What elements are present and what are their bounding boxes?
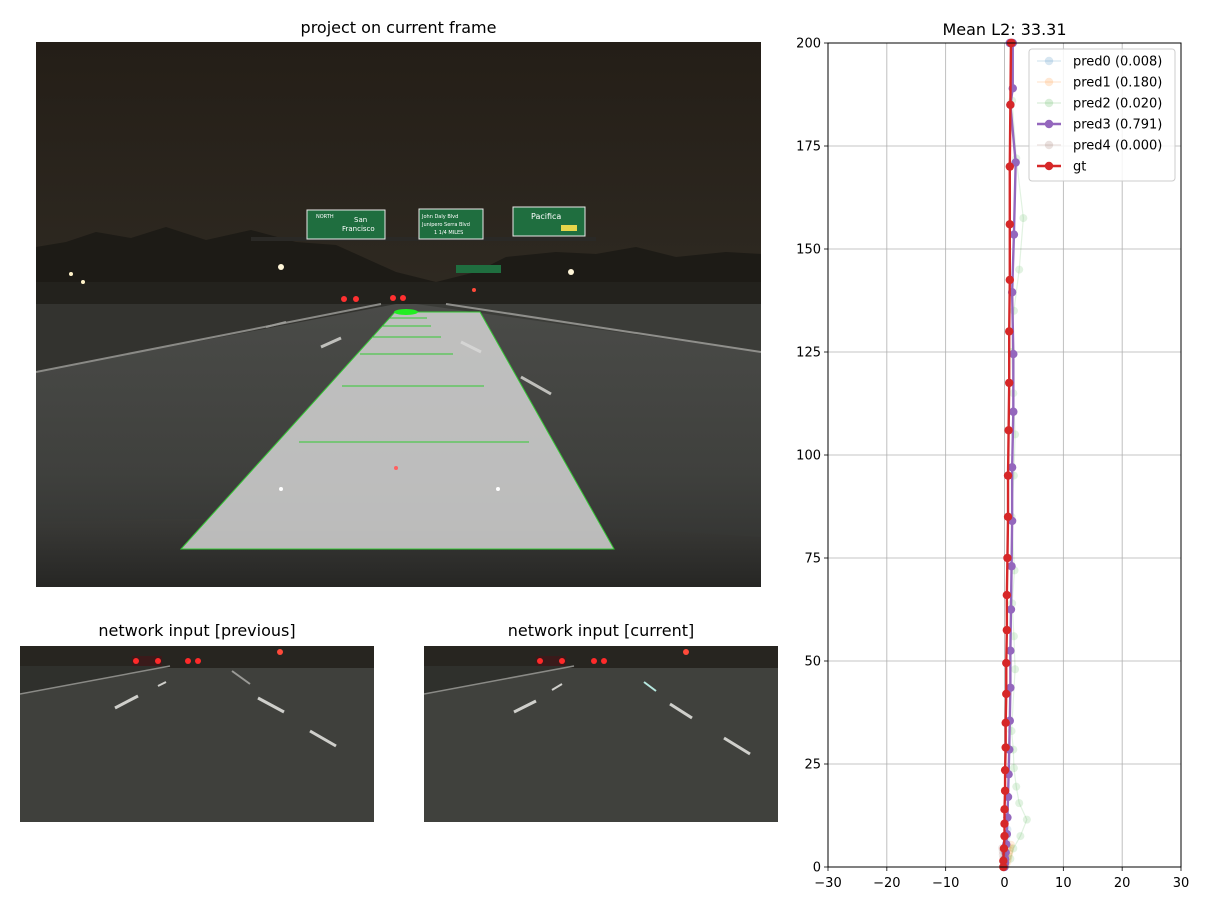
data-point xyxy=(1000,786,1010,795)
data-point xyxy=(1009,230,1019,239)
data-point xyxy=(1002,658,1011,668)
main-view-title: project on current frame xyxy=(300,18,497,37)
data-point xyxy=(1001,718,1010,727)
data-point xyxy=(1015,265,1024,274)
highway-sign-middle: John Daly Blvd Junipero Serra Blvd 1 1/4… xyxy=(418,208,484,240)
data-point xyxy=(1000,765,1010,775)
data-point xyxy=(1009,306,1018,315)
data-point xyxy=(1015,799,1024,808)
main-camera-frame: NORTH San Francisco John Daly Blvd Junip… xyxy=(36,42,761,587)
data-point xyxy=(1002,689,1011,699)
svg-text:Pacifica: Pacifica xyxy=(531,212,561,221)
y-tick-label: 0 xyxy=(813,861,821,876)
legend-label: gt xyxy=(1073,160,1086,175)
data-point xyxy=(1001,743,1010,752)
y-tick-label: 125 xyxy=(796,346,821,361)
trajectory-chart: −30 −20 −10 0 10 20 30 0 25 50 75 100 125 150 175 200 Me… xyxy=(796,20,1190,891)
data-point xyxy=(1016,832,1025,841)
data-point xyxy=(1002,590,1012,600)
data-point xyxy=(1005,327,1014,336)
legend-marker xyxy=(1044,161,1054,171)
data-point xyxy=(1012,782,1021,791)
legend-label: pred4 (0.000) xyxy=(1073,139,1162,154)
x-tick-label: −10 xyxy=(932,876,959,891)
highway-sign-left: NORTH San Francisco xyxy=(306,209,386,240)
data-point xyxy=(1009,349,1018,359)
data-point xyxy=(1011,158,1020,167)
svg-text:San: San xyxy=(354,216,367,224)
data-point xyxy=(1009,844,1018,853)
y-tick-label: 175 xyxy=(796,140,821,155)
data-point xyxy=(1000,831,1009,841)
data-point xyxy=(1007,463,1017,472)
data-point xyxy=(1000,805,1009,814)
legend-box xyxy=(1028,48,1176,182)
data-point xyxy=(1006,100,1015,110)
legend-marker xyxy=(1044,56,1054,66)
highway-sign-right: Pacifica xyxy=(512,206,586,237)
data-point xyxy=(1003,471,1013,480)
data-point xyxy=(1022,815,1031,824)
svg-text:John Daly Blvd: John Daly Blvd xyxy=(421,214,458,220)
plot-frame xyxy=(827,42,1182,868)
legend-marker xyxy=(1044,119,1054,129)
legend-marker xyxy=(1044,77,1054,87)
network-input-current xyxy=(424,646,778,822)
x-tick-label: 10 xyxy=(1055,876,1072,891)
x-tick-label: 30 xyxy=(1173,876,1190,891)
data-point xyxy=(1003,553,1012,563)
legend-label: pred1 (0.180) xyxy=(1073,76,1162,91)
y-tick-label: 50 xyxy=(804,655,821,670)
x-tick-label: −30 xyxy=(814,876,841,891)
chart-title: Mean L2: 33.31 xyxy=(942,20,1066,39)
data-point xyxy=(1005,162,1014,171)
data-point xyxy=(1009,764,1018,773)
series-group xyxy=(998,38,1031,872)
data-point xyxy=(1009,632,1018,641)
data-point xyxy=(1007,562,1016,571)
network-input-previous xyxy=(20,646,374,822)
svg-text:Junipero Serra Blvd: Junipero Serra Blvd xyxy=(421,222,470,228)
svg-text:1 1/4 MILES: 1 1/4 MILES xyxy=(434,230,463,236)
data-point xyxy=(1006,646,1015,655)
x-tick-label: 0 xyxy=(1000,876,1008,891)
legend-marker xyxy=(1044,98,1054,108)
data-point xyxy=(1002,625,1012,635)
data-point xyxy=(1005,378,1014,388)
data-point xyxy=(1006,683,1015,692)
x-tick-label: 20 xyxy=(1114,876,1131,891)
data-point xyxy=(1005,275,1014,285)
tail-lights xyxy=(341,288,476,302)
y-tick-label: 100 xyxy=(796,449,821,464)
data-point xyxy=(1004,426,1013,435)
y-tick-label: 75 xyxy=(804,552,821,567)
data-point xyxy=(1003,512,1013,521)
data-point xyxy=(1006,605,1016,614)
data-point xyxy=(999,856,1008,866)
street-lights xyxy=(69,264,574,284)
current-input-title: network input [current] xyxy=(507,621,695,640)
legend-label: pred2 (0.020) xyxy=(1073,97,1162,112)
legend: pred0 (0.008) pred1 (0.180) pred2 (0.020) p… xyxy=(1028,48,1176,182)
data-point xyxy=(999,844,1009,853)
data-point xyxy=(1011,665,1020,674)
legend-label: pred0 (0.008) xyxy=(1073,55,1162,70)
data-point xyxy=(1005,220,1014,229)
legend-label: pred3 (0.791) xyxy=(1073,118,1162,133)
svg-text:NORTH: NORTH xyxy=(316,214,334,220)
data-point xyxy=(1000,819,1009,828)
projected-trajectory xyxy=(179,309,615,550)
y-tick-label: 200 xyxy=(796,37,821,52)
y-tick-label: 25 xyxy=(804,758,821,773)
svg-text:Francisco: Francisco xyxy=(342,225,375,233)
data-point xyxy=(1019,214,1028,223)
x-tick-label: −20 xyxy=(873,876,900,891)
legend-marker xyxy=(1044,140,1054,150)
data-point xyxy=(1009,407,1018,416)
previous-input-title: network input [previous] xyxy=(98,621,296,640)
y-tick-label: 150 xyxy=(796,243,821,258)
